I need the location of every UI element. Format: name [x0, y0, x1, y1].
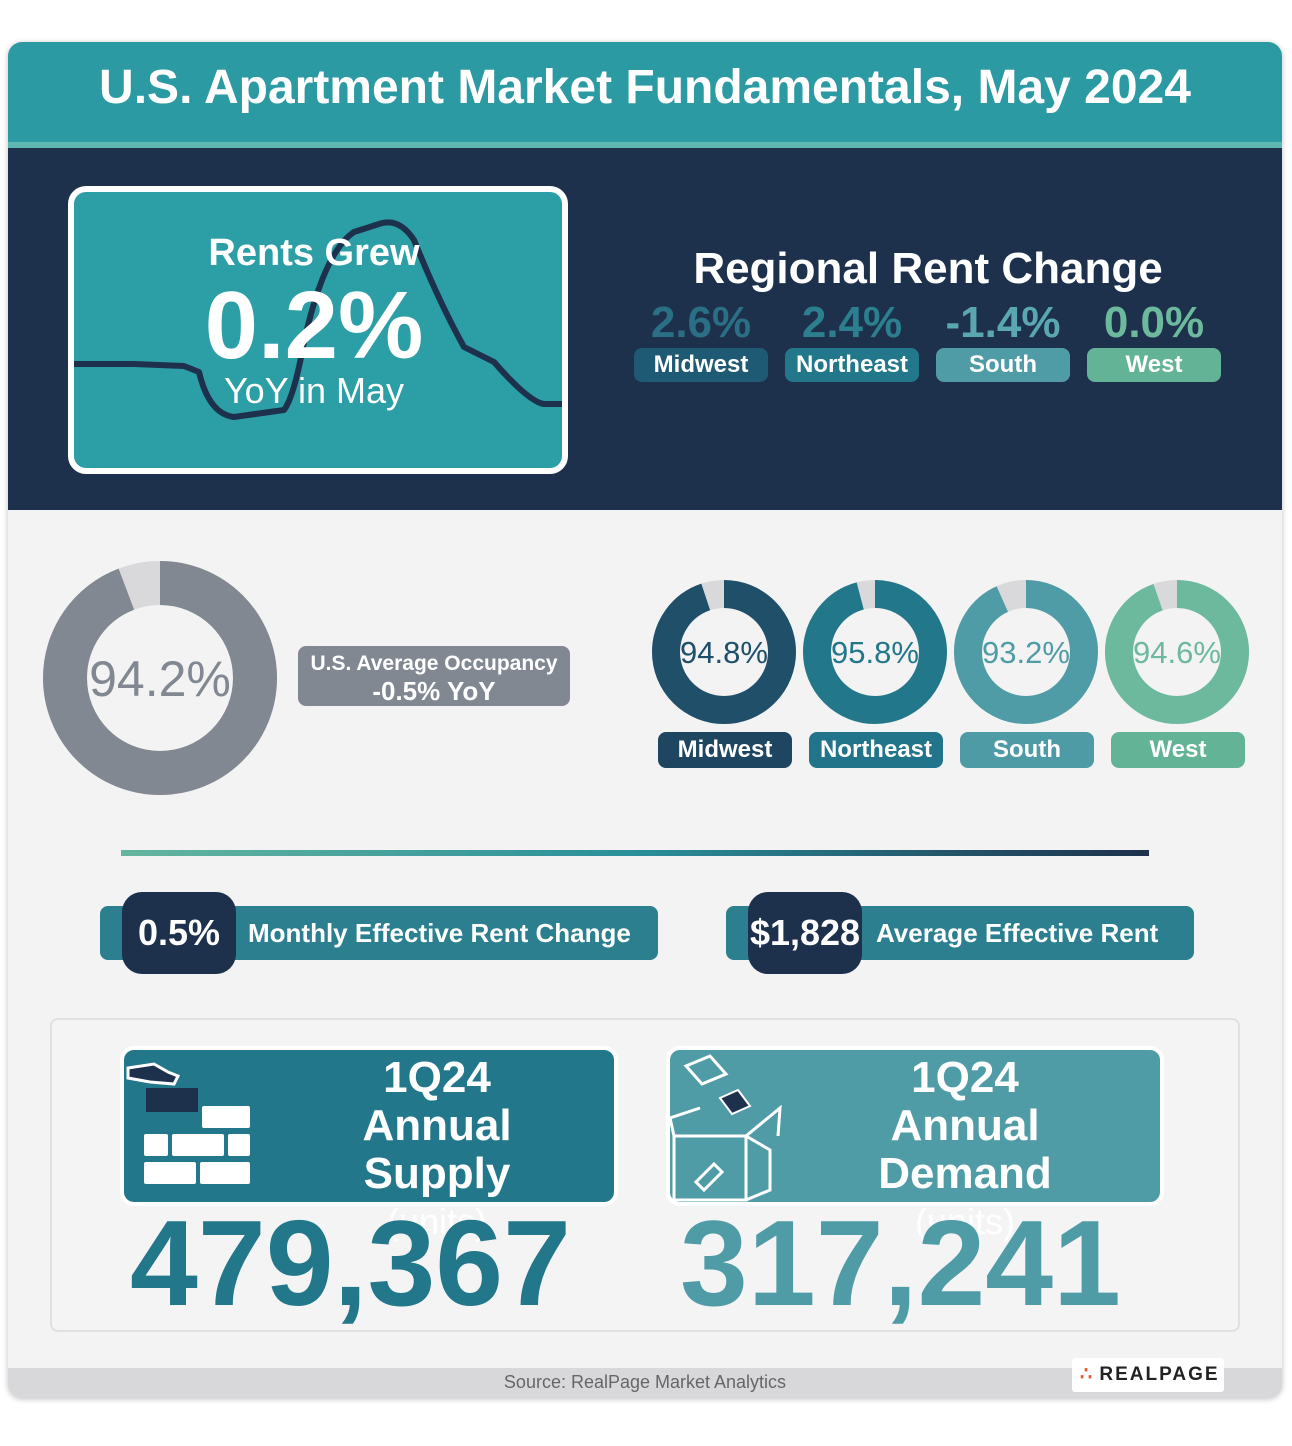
- avg-rent-value: $1,828: [748, 892, 862, 974]
- occupancy-pill-south: South: [960, 732, 1094, 768]
- monthly-rent-change-value: 0.5%: [122, 892, 236, 974]
- demand-text: 1Q24 Annual Demand (units): [820, 1054, 1110, 1246]
- demand-value: 317,241: [680, 1195, 1121, 1331]
- logo-dots-icon: ∴: [1080, 1364, 1093, 1385]
- us-occupancy-value: 94.2%: [89, 651, 231, 707]
- rent-trend-line: [74, 219, 562, 420]
- supply-value: 479,367: [130, 1195, 571, 1331]
- supply-demand-panel: 1Q24 Annual Supply (units) 479,367 1Q24 …: [50, 1018, 1240, 1332]
- regional-rent-value: 2.6%: [650, 298, 752, 347]
- supply-text: 1Q24 Annual Supply (units): [292, 1054, 582, 1246]
- us-occupancy-label-text: U.S. Average Occupancy: [310, 652, 558, 675]
- occupancy-pill-west: West: [1111, 732, 1245, 768]
- realpage-logo: ∴ REALPAGE: [1072, 1358, 1224, 1392]
- avg-rent-label: Average Effective Rent: [876, 918, 1159, 948]
- title-bar: U.S. Apartment Market Fundamentals, May …: [8, 42, 1282, 148]
- supply-label: Annual Supply: [362, 1101, 512, 1198]
- regional-rent-value: 0.0%: [1103, 298, 1205, 347]
- occupancy-value: 94.6%: [1133, 635, 1221, 670]
- logo-text: REALPAGE: [1099, 1364, 1220, 1385]
- us-occupancy-change: -0.5% YoY: [372, 676, 496, 706]
- supply-box: 1Q24 Annual Supply (units): [120, 1046, 618, 1242]
- occupancy-ring-midwest: 94.8%: [652, 580, 796, 724]
- occupancy-value: 93.2%: [982, 635, 1070, 670]
- occupancy-value: 95.8%: [831, 635, 919, 670]
- demand-label: Annual Demand: [878, 1101, 1052, 1198]
- occupancy-value: 94.8%: [680, 635, 768, 670]
- region-pill: South: [936, 348, 1070, 382]
- supply-unit: (units): [386, 1201, 488, 1242]
- monthly-rent-change-label: Monthly Effective Rent Change: [248, 918, 631, 948]
- section-divider: [121, 850, 1149, 856]
- demand-period: 1Q24: [911, 1053, 1019, 1102]
- brick-wall-icon: [126, 1062, 250, 1184]
- occupancy-ring-northeast: 95.8%: [803, 580, 947, 724]
- regional-rent-west: 0.0% West: [1087, 298, 1221, 382]
- rent-line3: YoY in May: [223, 370, 405, 411]
- occupancy-ring-west: 94.6%: [1105, 580, 1249, 724]
- supply-period: 1Q24: [383, 1053, 491, 1102]
- rent-value: 0.2%: [204, 272, 424, 379]
- occupancy-pill-northeast: Northeast: [809, 732, 943, 768]
- rent-section: Rents Grew 0.2% YoY in May Regional Rent…: [8, 148, 1282, 510]
- regional-rent-value: -1.4%: [945, 298, 1061, 347]
- regional-rent-value: 2.4%: [801, 298, 903, 347]
- rent-growth-box: Rents Grew 0.2% YoY in May: [68, 186, 568, 474]
- regional-rent-midwest: 2.6% Midwest: [634, 298, 768, 382]
- regional-rent-northeast: 2.4% Northeast: [785, 298, 919, 382]
- footer: Source: RealPage Market Analytics: [8, 1368, 1282, 1398]
- us-occupancy-ring: 94.2%: [43, 561, 277, 795]
- regional-rent-title: Regional Rent Change: [693, 244, 1163, 293]
- occupancy-pill-midwest: Midwest: [658, 732, 792, 768]
- region-pill: Midwest: [634, 348, 768, 382]
- us-occupancy-label: U.S. Average Occupancy -0.5% YoY: [298, 646, 570, 706]
- demand-unit: (units): [914, 1201, 1016, 1242]
- occupancy-ring-south: 93.2%: [954, 580, 1098, 724]
- region-pill: West: [1087, 348, 1221, 382]
- regional-rent-south: -1.4% South: [936, 298, 1070, 382]
- source-text: Source: RealPage Market Analytics: [503, 1372, 787, 1392]
- infographic-card: U.S. Apartment Market Fundamentals, May …: [8, 42, 1282, 1398]
- rent-line1: Rents Grew: [208, 232, 420, 274]
- region-pill: Northeast: [785, 348, 919, 382]
- page-title: U.S. Apartment Market Fundamentals, May …: [99, 61, 1191, 114]
- moving-box-icon: [670, 1054, 782, 1202]
- demand-box: 1Q24 Annual Demand (units): [666, 1046, 1164, 1242]
